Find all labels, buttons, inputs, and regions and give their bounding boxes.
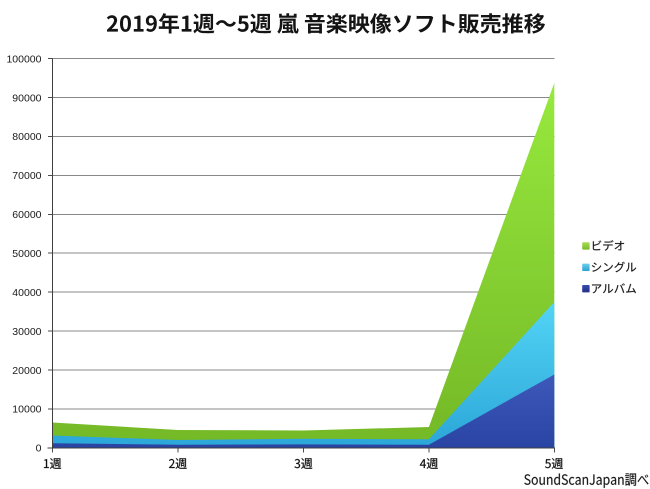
svg-text:10000: 10000 (12, 404, 41, 416)
svg-text:60000: 60000 (12, 209, 41, 221)
svg-text:80000: 80000 (12, 131, 41, 143)
svg-text:90000: 90000 (12, 92, 41, 104)
svg-text:100000: 100000 (6, 53, 41, 65)
svg-text:0: 0 (36, 443, 42, 455)
svg-text:30000: 30000 (12, 326, 41, 338)
svg-text:50000: 50000 (12, 248, 41, 260)
svg-text:70000: 70000 (12, 170, 41, 182)
svg-text:20000: 20000 (12, 365, 41, 377)
svg-text:40000: 40000 (12, 287, 41, 299)
